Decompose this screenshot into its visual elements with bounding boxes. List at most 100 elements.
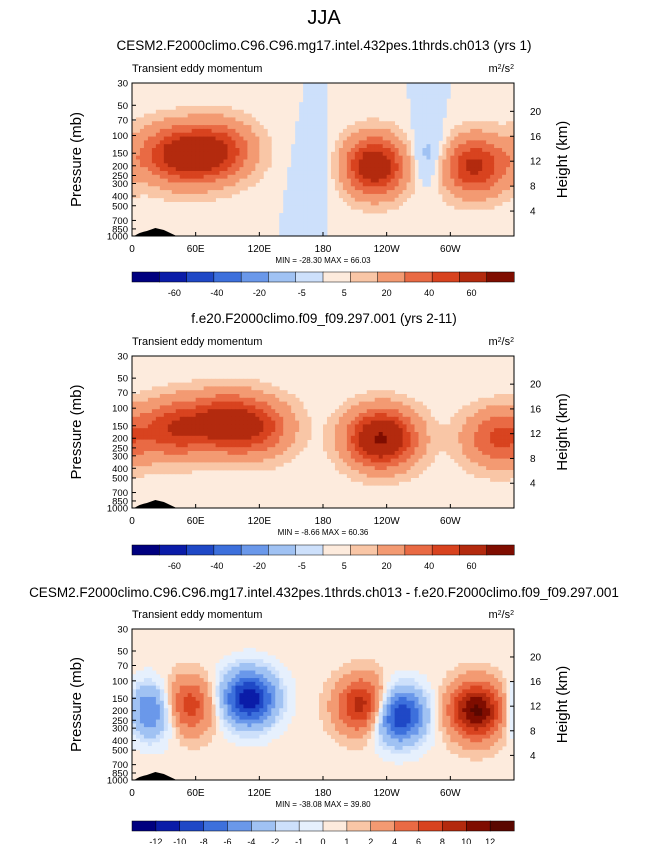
heatmap-cell [510, 174, 515, 180]
heatmap-cell [454, 197, 459, 202]
heatmap-cell [195, 678, 201, 683]
heatmap-cell [398, 466, 403, 471]
heatmap-cell [135, 678, 141, 683]
heatmap-cell [402, 163, 407, 168]
heatmap-cell [478, 163, 483, 168]
heatmap-cell [132, 170, 137, 176]
heatmap-cell [430, 125, 435, 130]
heatmap-cell [430, 132, 435, 137]
heatmap-cell [370, 689, 376, 694]
heatmap-cell [207, 378, 212, 383]
heatmap-cell [223, 144, 228, 149]
heatmap-cell [510, 416, 515, 421]
heatmap-cell [291, 144, 296, 149]
heatmap-cell [151, 170, 157, 176]
heatmap-cell [171, 386, 177, 391]
heatmap-cell [211, 132, 216, 137]
heatmap-cell [422, 674, 427, 679]
heatmap-cell [446, 424, 451, 429]
heatmap-cell [454, 125, 459, 130]
heatmap-cell [143, 435, 149, 440]
heatmap-cell [132, 685, 137, 690]
heatmap-cell [283, 197, 288, 202]
heatmap-cell [239, 390, 244, 395]
heatmap-cell [494, 132, 499, 137]
heatmap-cell [418, 136, 423, 141]
heatmap-cell [239, 386, 244, 391]
heatmap-cell [195, 174, 201, 180]
heatmap-cell [247, 439, 252, 444]
heatmap-cell [490, 178, 495, 183]
heatmap-cell [406, 90, 411, 95]
heatmap-cell [426, 416, 431, 421]
heatmap-cell [418, 674, 423, 679]
heatmap-cell [402, 144, 407, 149]
heatmap-cell [454, 140, 459, 145]
heatmap-cell [175, 140, 181, 145]
heatmap-cell [243, 397, 248, 402]
heatmap-cell [167, 397, 173, 402]
heatmap-cell [426, 435, 431, 440]
heatmap-cell [334, 182, 340, 187]
heatmap-cell [291, 151, 296, 157]
heatmap-cell [434, 83, 439, 88]
heatmap-cell [438, 170, 443, 176]
heatmap-cell [179, 390, 185, 395]
heatmap-cell [171, 435, 177, 440]
heatmap-cell [307, 216, 312, 222]
heatmap-cell [287, 674, 292, 679]
heatmap-cell [191, 670, 197, 675]
heatmap-cell [498, 186, 503, 191]
heatmap-cell [167, 405, 173, 410]
heatmap-cell [466, 443, 471, 448]
heatmap-cell [478, 128, 483, 134]
heatmap-cell [323, 94, 328, 99]
heatmap-cell [510, 163, 515, 168]
heatmap-cell [151, 190, 157, 195]
heatmap-cell [490, 201, 495, 206]
heatmap-cell [259, 136, 264, 141]
heatmap-cell [267, 689, 272, 694]
heatmap-cell [358, 193, 364, 199]
heatmap-cell [203, 696, 209, 702]
heatmap-cell [263, 397, 268, 402]
heatmap-cell [251, 155, 256, 160]
heatmap-cell [438, 125, 443, 130]
heatmap-cell [458, 190, 463, 195]
heatmap-cell [478, 466, 483, 471]
heatmap-cell [338, 696, 344, 702]
heatmap-cell [183, 140, 189, 145]
heatmap-cell [199, 443, 205, 448]
heatmap-cell [239, 132, 244, 137]
heatmap-cell [147, 182, 153, 187]
heatmap-cell [275, 674, 280, 679]
heatmap-cell [342, 405, 348, 410]
heatmap-cell [207, 390, 212, 395]
heatmap-cell [386, 182, 392, 187]
heatmap-cell [354, 413, 360, 418]
heatmap-cell [243, 125, 248, 130]
heatmap-cell [247, 125, 252, 130]
heatmap-cell [462, 197, 467, 202]
heatmap-cell [259, 409, 264, 414]
heatmap-cell [187, 401, 193, 406]
heatmap-cell [498, 458, 503, 463]
heatmap-cell [235, 466, 240, 471]
heatmap-cell [239, 662, 244, 668]
heatmap-cell [295, 125, 300, 130]
heatmap-cell [227, 666, 232, 671]
heatmap-cell [506, 190, 511, 195]
heatmap-cell [323, 432, 328, 437]
heatmap-cell [175, 394, 181, 399]
heatmap-cell [271, 466, 276, 471]
heatmap-cell [326, 439, 332, 444]
heatmap-cell [195, 178, 201, 183]
heatmap-cell [426, 102, 431, 107]
heatmap-cell [183, 174, 189, 180]
heatmap-cell [299, 102, 304, 107]
heatmap-cell [418, 678, 423, 683]
heatmap-cell [410, 432, 415, 437]
heatmap-cell [370, 209, 376, 214]
heatmap-cell [139, 420, 145, 425]
heatmap-cell [287, 405, 292, 410]
